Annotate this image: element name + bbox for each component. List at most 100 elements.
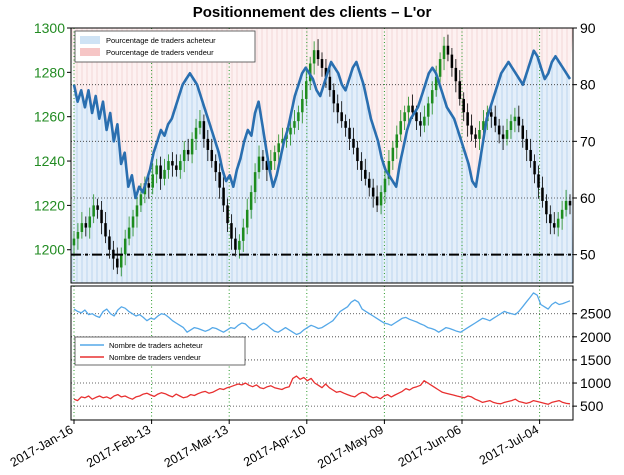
right-tick-label: 80: [580, 77, 596, 93]
candle: [214, 154, 217, 181]
right-tick-label: 50: [580, 247, 596, 263]
candle: [545, 194, 548, 224]
x-tick-label: 2017-May-09: [315, 422, 386, 470]
bottom-panel: 500 1000 1500 2000 2500 Nombre de traders ac…: [70, 285, 611, 421]
candle: [119, 247, 123, 277]
right-axis-bottom: 500 1000 1500 2000 2500: [573, 306, 611, 414]
candle: [324, 59, 328, 88]
candle: [462, 92, 465, 122]
candle: [470, 114, 473, 142]
candle: [179, 154, 182, 179]
candle: [442, 36, 446, 71]
candle: [175, 154, 178, 177]
price-candles: [72, 34, 572, 277]
candle: [399, 110, 402, 142]
candle: [407, 96, 410, 124]
candle: [352, 127, 355, 155]
candle: [167, 154, 170, 179]
candle: [517, 105, 521, 133]
legend-label-long-count: Nombre de traders acheteur: [109, 341, 203, 350]
right-tick-label: 60: [580, 190, 596, 206]
candle: [297, 105, 300, 130]
candle: [541, 176, 544, 208]
candle: [312, 41, 316, 75]
candle: [131, 209, 135, 237]
candle: [123, 229, 127, 266]
right-tick-label: 70: [580, 133, 596, 149]
candle: [446, 34, 450, 62]
candle: [159, 156, 162, 190]
legend-bottom: Nombre de traders acheteur Nombre de tra…: [74, 336, 246, 366]
candle: [509, 114, 513, 139]
candle: [320, 52, 324, 77]
candle: [549, 205, 552, 235]
candle: [182, 141, 186, 173]
candle: [316, 39, 320, 66]
left-axis: 1200 1220 1240 1260 1280 1300: [34, 20, 71, 258]
candle: [210, 138, 214, 168]
candle: [304, 70, 308, 106]
candle: [348, 118, 351, 150]
candle: [84, 216, 88, 237]
candle: [336, 94, 340, 124]
left-tick-label: 1220: [34, 197, 65, 213]
candle: [478, 121, 481, 150]
candle: [364, 158, 367, 186]
short-count-series: [73, 375, 571, 405]
candle: [340, 101, 343, 128]
candle: [234, 227, 237, 257]
candle: [474, 127, 477, 148]
x-tick-label: 2017-Mar-13: [162, 422, 231, 470]
candle: [108, 229, 111, 259]
short-area: [71, 28, 573, 198]
candle: [371, 178, 375, 208]
candle: [383, 169, 387, 204]
legend-label-long: Pourcentage de traders acheteur: [106, 36, 216, 45]
candle: [245, 198, 249, 235]
candle: [328, 65, 332, 97]
left-tick-label: 1300: [34, 20, 65, 36]
legend-top: Pourcentage de traders acheteur Pourcent…: [74, 30, 256, 63]
candle: [80, 212, 84, 239]
candle: [293, 110, 296, 135]
candle: [104, 212, 107, 244]
candle: [525, 130, 528, 162]
candle: [261, 149, 265, 170]
left-tick-label: 1240: [34, 153, 65, 169]
trader-count-lines: [73, 292, 571, 405]
x-tick-label: 2017-Apr-10: [241, 422, 308, 469]
candle: [253, 163, 257, 204]
candle: [147, 174, 151, 199]
candle: [230, 214, 233, 250]
long-percent-line: [72, 49, 572, 200]
candle: [151, 163, 154, 195]
candle: [438, 52, 442, 86]
candle: [391, 141, 395, 170]
chart-title: Positionnement des clients – L'or: [192, 4, 432, 21]
right-axis-top: 50 60 70 80 90: [573, 20, 596, 263]
candle: [403, 105, 406, 130]
right-tick-label: 1000: [580, 375, 611, 391]
candle: [226, 198, 229, 232]
candle: [72, 232, 76, 255]
candle: [454, 59, 458, 93]
right-tick-label: 1500: [580, 352, 611, 368]
left-tick-label: 1260: [34, 109, 65, 125]
candle: [450, 47, 454, 77]
candle: [277, 134, 280, 164]
candle: [135, 196, 139, 228]
candle: [568, 194, 572, 215]
candle: [88, 207, 92, 239]
candle: [76, 223, 80, 250]
candle: [560, 200, 564, 230]
bottom-frame: [70, 285, 574, 421]
candle: [249, 185, 253, 219]
candle: [367, 172, 371, 197]
x-tick-label: 2017-Jan-16: [8, 422, 76, 469]
legend-swatch-long: [80, 36, 100, 44]
candle: [497, 118, 501, 144]
candle: [301, 90, 304, 124]
top-panel: 1200 1220 1240 1260 1280 1300 50 60 70 80 90 Pour…: [34, 20, 596, 284]
candle: [395, 125, 399, 159]
